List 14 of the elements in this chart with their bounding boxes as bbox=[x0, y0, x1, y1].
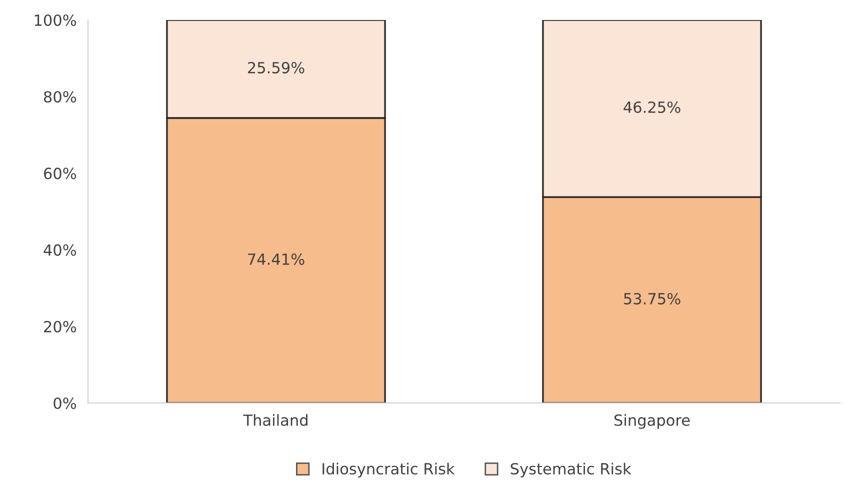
y-tick-label: 60% bbox=[44, 168, 76, 180]
data-label: 46.25% bbox=[624, 101, 680, 113]
x-tick-label: Thailand bbox=[243, 414, 308, 426]
legend-label: Systematic Risk bbox=[510, 462, 632, 478]
y-tick-label: 40% bbox=[44, 244, 76, 256]
x-tick-label: Singapore bbox=[614, 414, 690, 429]
legend-label: Idiosyncratic Risk bbox=[322, 462, 455, 478]
y-tick-label: 80% bbox=[44, 91, 76, 103]
data-label: 53.75% bbox=[624, 292, 680, 304]
y-tick-label: 20% bbox=[44, 320, 76, 332]
y-tick-label: 100% bbox=[34, 14, 76, 26]
y-tick-label: 0% bbox=[54, 397, 76, 410]
data-label: 25.59% bbox=[248, 62, 304, 74]
data-label: 74.41% bbox=[248, 253, 304, 265]
